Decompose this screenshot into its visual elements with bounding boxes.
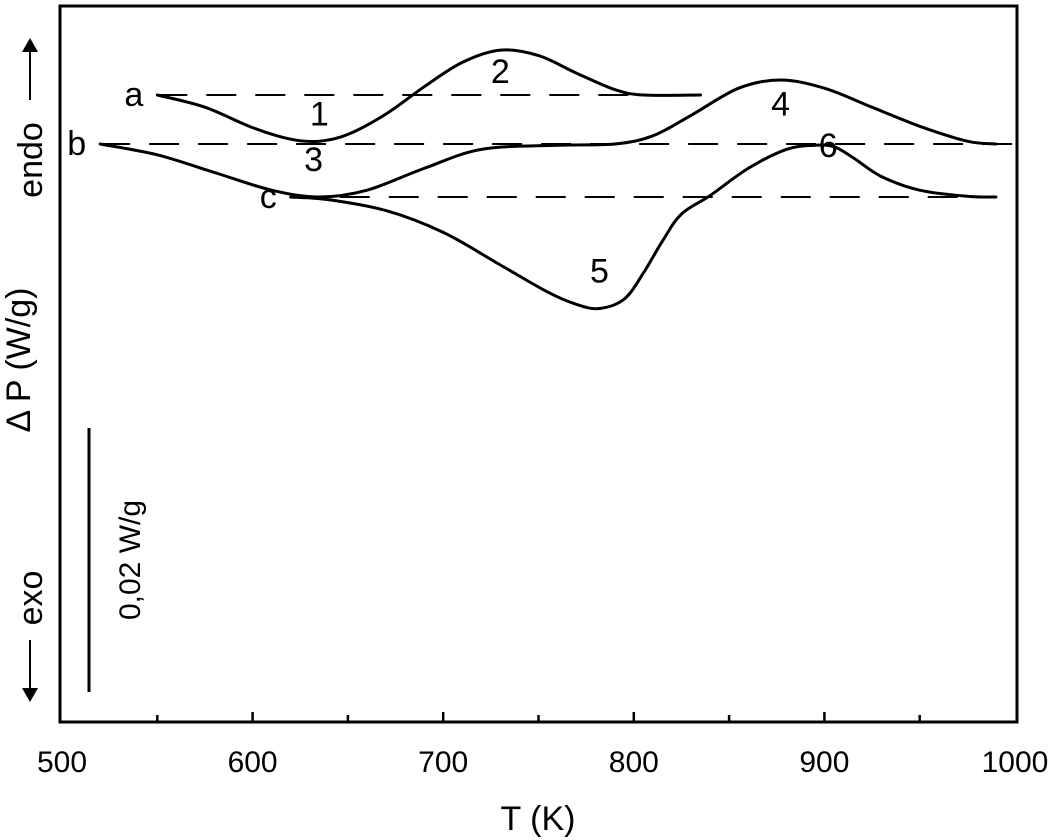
x-tick-label-700: 700: [418, 746, 468, 779]
y-axis-endo-label: endo: [12, 122, 50, 198]
endo-arrow-icon: [22, 38, 38, 100]
peak-label-4: 4: [771, 85, 790, 123]
x-tick-label-1000: 1000: [982, 746, 1049, 779]
peak-label-5: 5: [590, 253, 609, 291]
x-tick-label-600: 600: [228, 746, 278, 779]
y-axis-label: Δ P (W/g): [0, 288, 38, 433]
plot-frame: [58, 4, 1019, 724]
x-tick-label-500: 500: [37, 746, 87, 779]
peak-label-3: 3: [304, 141, 323, 179]
series-label-a: a: [124, 76, 143, 114]
y-axis-exo-label: exo: [12, 571, 50, 626]
x-tick-label-900: 900: [799, 746, 849, 779]
peak-label-2: 2: [491, 53, 510, 91]
series-label-b: b: [67, 125, 86, 163]
series-line-c: [289, 143, 998, 311]
peak-label-1: 1: [310, 96, 329, 134]
x-axis-label: T (K): [501, 800, 576, 838]
exo-arrow-icon: [22, 640, 38, 702]
series-line-b: [98, 78, 998, 199]
scale-bar-label: 0,02 W/g: [114, 500, 147, 620]
peak-label-6: 6: [819, 127, 838, 165]
x-tick-label-800: 800: [609, 746, 659, 779]
series-label-c: c: [260, 178, 277, 216]
series-line-a: [155, 48, 702, 144]
